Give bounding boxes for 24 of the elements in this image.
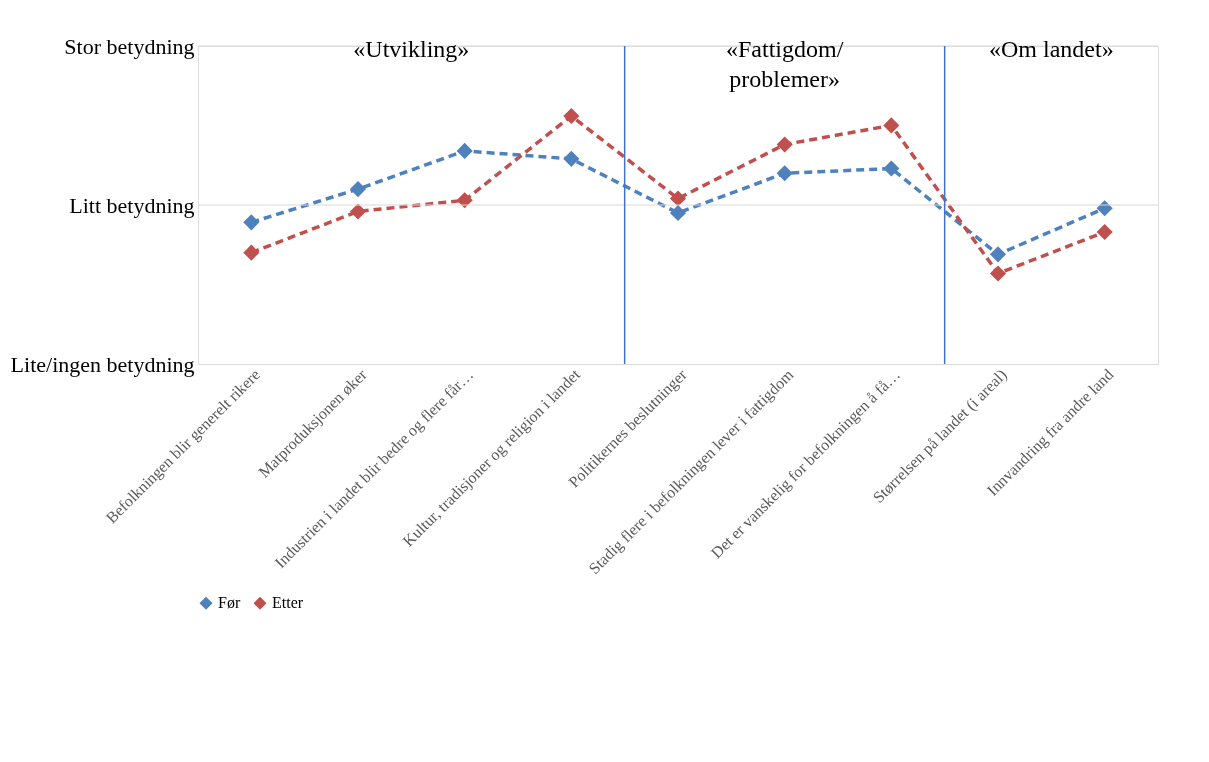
point <box>989 246 1007 263</box>
point <box>776 136 793 153</box>
point <box>349 181 367 198</box>
point <box>563 107 580 125</box>
legend-label: Før <box>218 594 241 612</box>
point <box>563 150 580 167</box>
ref-line-label: Stor betydning <box>64 33 195 59</box>
point <box>243 244 260 261</box>
point <box>243 214 260 231</box>
point <box>883 117 900 134</box>
point <box>883 160 900 177</box>
ref-line-label: Litt betydning <box>69 192 195 218</box>
text: «Fattigdom/ problemer» <box>725 36 844 92</box>
point <box>349 203 367 220</box>
point <box>456 142 473 159</box>
point <box>989 265 1007 282</box>
point <box>1096 223 1113 241</box>
point <box>776 165 793 182</box>
legend-label: Etter <box>272 594 304 612</box>
point <box>669 190 687 207</box>
text: Lite/ingen betydning <box>10 351 195 377</box>
text: «Utvikling» <box>353 36 470 62</box>
point <box>669 204 687 221</box>
text: «Om landet» <box>989 36 1114 62</box>
